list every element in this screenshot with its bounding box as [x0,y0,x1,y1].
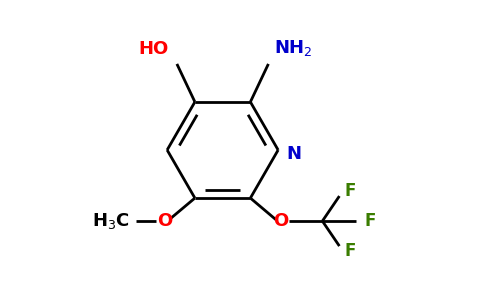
Text: O: O [157,212,172,230]
Text: F: F [345,242,356,260]
Text: F: F [345,182,356,200]
Text: N: N [286,145,301,163]
Text: NH$_2$: NH$_2$ [274,38,313,58]
Text: F: F [364,212,376,230]
Text: H$_3$C: H$_3$C [92,211,130,231]
Text: O: O [273,212,288,230]
Text: HO: HO [138,40,169,58]
